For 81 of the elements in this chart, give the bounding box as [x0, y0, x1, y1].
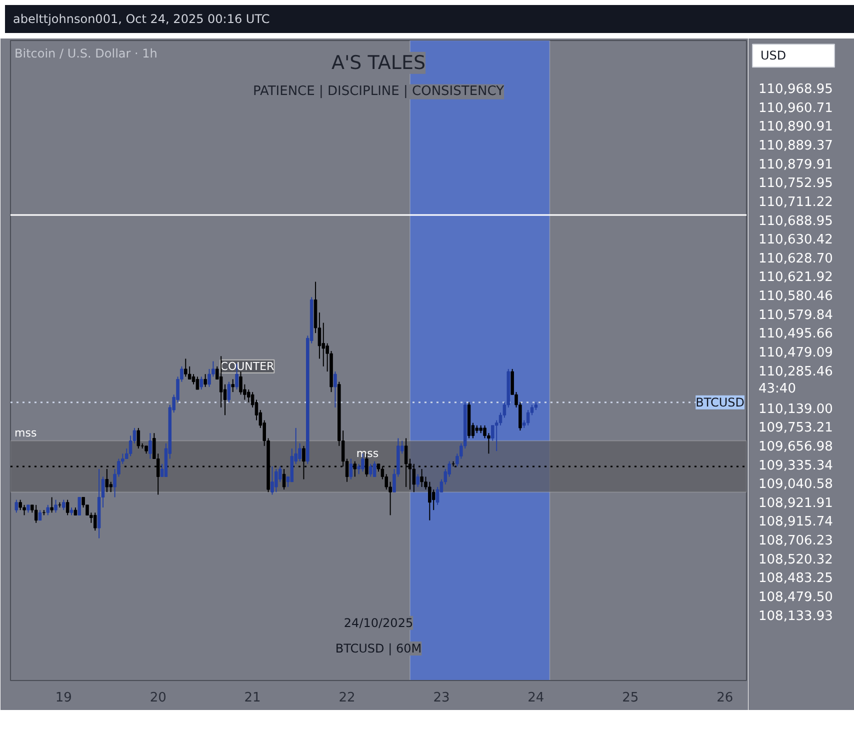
text: BTCUSD | 60M: [335, 642, 422, 656]
candlestick: [22, 504, 26, 516]
text: 110,621.92: [758, 270, 833, 286]
text: 108,520.32: [758, 552, 833, 568]
text: 110,890.91: [758, 120, 833, 135]
x-tick-label: 25: [622, 690, 639, 706]
text: USD: [760, 48, 786, 63]
text: 43:40: [758, 382, 796, 397]
text: 108,706.23: [758, 534, 833, 549]
text: 110,628.70: [758, 251, 833, 266]
candlestick: [105, 468, 109, 493]
text: Bitcoin / U.S. Dollar · 1h: [14, 46, 158, 60]
candlestick: [196, 376, 200, 390]
x-tick-label: 24: [528, 690, 544, 706]
candlestick: [54, 499, 58, 514]
x-tick-label: 23: [433, 690, 450, 706]
candlestick: [46, 504, 50, 516]
x-tick-label: 19: [55, 690, 72, 706]
candlestick: [38, 510, 42, 521]
text: 109,656.98: [758, 440, 833, 454]
x-tick-label: 20: [150, 690, 166, 706]
text: 109,753.21: [758, 420, 833, 436]
candlestick: [231, 378, 234, 393]
candlestick: [184, 358, 188, 378]
candlestick: [349, 458, 353, 480]
candlestick: [50, 496, 54, 514]
chart-title: A'S TALES: [331, 52, 426, 74]
candlestick: [14, 499, 18, 514]
text: 110,630.42: [758, 232, 833, 248]
text: 108,921.91: [758, 496, 833, 511]
text: 110,879.91: [758, 157, 833, 172]
x-tick-label: 26: [716, 690, 734, 706]
text: 110,285.46: [758, 364, 833, 380]
candlestick: [282, 468, 286, 490]
candlestick: [270, 466, 274, 496]
candlestick: [148, 432, 152, 460]
text: 110,968.95: [758, 82, 833, 98]
text: 108,133.93: [758, 608, 833, 624]
candlestick: [62, 499, 66, 511]
text: 108,479.50: [758, 590, 833, 605]
candlestick: [420, 468, 424, 488]
x-tick-label: 22: [338, 690, 356, 706]
text: 110,889.37: [758, 138, 833, 154]
candlestick: [432, 489, 436, 511]
candlestick: [136, 427, 140, 449]
x-tick-label: 21: [244, 690, 261, 706]
text: 110,479.09: [758, 345, 833, 360]
annotation: mss: [356, 447, 379, 460]
candlestick: [66, 499, 70, 516]
candlestick: [334, 371, 337, 408]
text: 110,579.84: [758, 308, 833, 323]
candlestick: [416, 474, 420, 488]
text: 110,711.22: [758, 194, 833, 210]
annotation: mss: [14, 426, 37, 440]
candlestick: [34, 504, 38, 524]
text: 110,688.95: [758, 214, 833, 229]
candlestick: [239, 371, 242, 396]
candlestick: [227, 381, 231, 403]
candlestick: [78, 496, 82, 516]
text: 110,139.00: [758, 402, 833, 417]
text: 108,915.74: [758, 514, 833, 530]
candlestick: [93, 512, 97, 532]
candlestick: [204, 374, 207, 388]
chart-subtitle: PATIENCE | DISCIPLINE | CONSISTENCY: [252, 84, 504, 100]
candlestick: [369, 463, 372, 478]
text: 110,580.46: [758, 289, 833, 304]
text: 110,960.71: [758, 100, 833, 116]
candlestick: [274, 468, 278, 493]
text: 24/10/2025: [344, 616, 414, 630]
candlestick: [372, 460, 376, 478]
candlestick: [200, 376, 204, 390]
text: 110,752.95: [758, 176, 833, 192]
text: 108,483.25: [758, 571, 833, 586]
text: 110,495.66: [758, 326, 833, 342]
ref-line-label: BTCUSD: [696, 395, 745, 410]
candlestick: [428, 481, 432, 521]
text: abelttjohnson001, Oct 24, 2025 00:16 UTC: [13, 11, 270, 28]
text: 109,040.58: [758, 477, 833, 492]
candlestick: [109, 481, 112, 493]
candlestick: [18, 499, 22, 511]
text: 109,335.34: [758, 458, 833, 474]
